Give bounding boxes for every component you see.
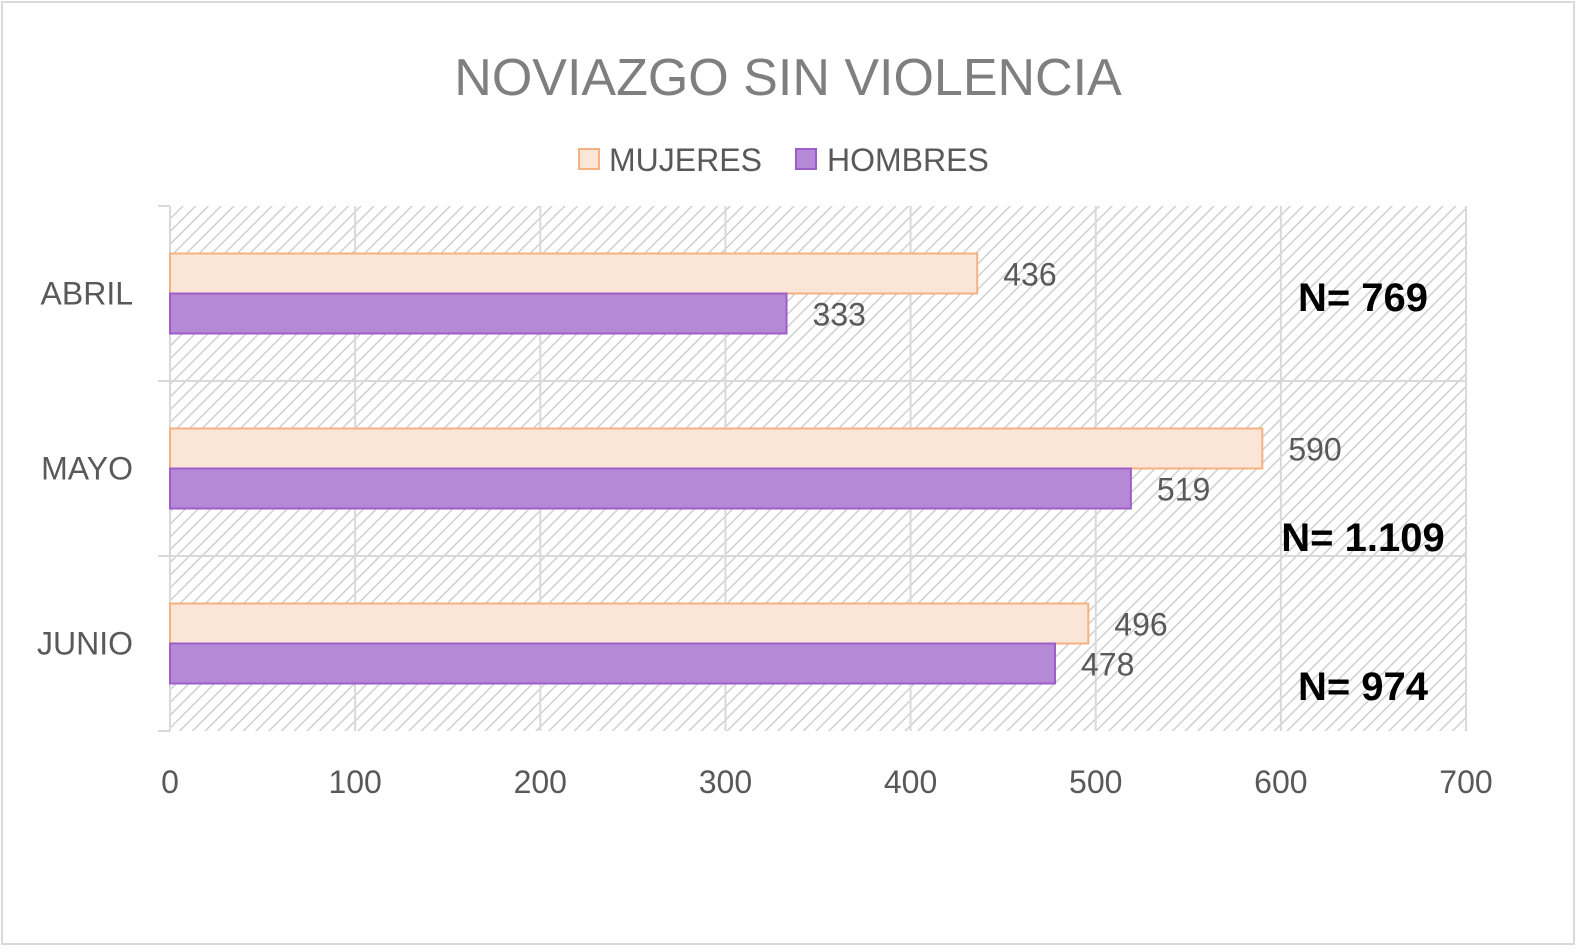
data-labels: 436 333 590 519 496 478 N= 769 N= 1.109 N= 974 <box>813 257 1445 710</box>
data-label-mujeres-mayo: 590 <box>1288 432 1341 468</box>
bar-mujeres-junio <box>169 602 1090 645</box>
x-tick-label-3: 300 <box>699 764 752 800</box>
total-label-1: N= 1.109 <box>1281 516 1444 560</box>
x-tick-label-6: 600 <box>1254 764 1307 800</box>
legend-swatch-1 <box>795 148 817 170</box>
category-label-2: JUNIO <box>37 626 133 662</box>
data-label-hombres-mayo: 519 <box>1157 472 1210 508</box>
bar-hombres-mayo <box>169 467 1132 510</box>
bar-mujeres-mayo <box>169 427 1264 470</box>
total-label-2: N= 974 <box>1298 665 1429 709</box>
category-label-1: MAYO <box>41 451 133 487</box>
bar-chart: NOVIAZGO SIN VIOLENCIA MUJERES HOMBRES 0 1… <box>37 49 1493 800</box>
data-label-hombres-abril: 333 <box>813 297 866 333</box>
x-tick-label-7: 700 <box>1439 764 1492 800</box>
legend: MUJERES HOMBRES <box>578 142 989 178</box>
bar-mujeres-abril <box>169 252 979 295</box>
category-label-0: ABRIL <box>41 276 133 312</box>
x-tick-label-2: 200 <box>514 764 567 800</box>
data-label-mujeres-junio: 496 <box>1114 607 1167 643</box>
total-label-0: N= 769 <box>1298 276 1428 320</box>
data-label-hombres-junio: 478 <box>1081 647 1134 683</box>
data-label-mujeres-abril: 436 <box>1003 257 1056 293</box>
x-tick-label-1: 100 <box>328 764 381 800</box>
x-tick-label-0: 0 <box>161 764 179 800</box>
bar-hombres-abril <box>169 292 788 335</box>
bar-hombres-junio <box>169 642 1056 685</box>
legend-swatch-0 <box>578 148 600 170</box>
x-tick-label-5: 500 <box>1069 764 1122 800</box>
legend-label-1: HOMBRES <box>827 142 989 178</box>
legend-label-0: MUJERES <box>609 142 762 178</box>
bars <box>169 252 1264 685</box>
x-tick-label-4: 400 <box>884 764 937 800</box>
chart-title: NOVIAZGO SIN VIOLENCIA <box>454 49 1122 107</box>
